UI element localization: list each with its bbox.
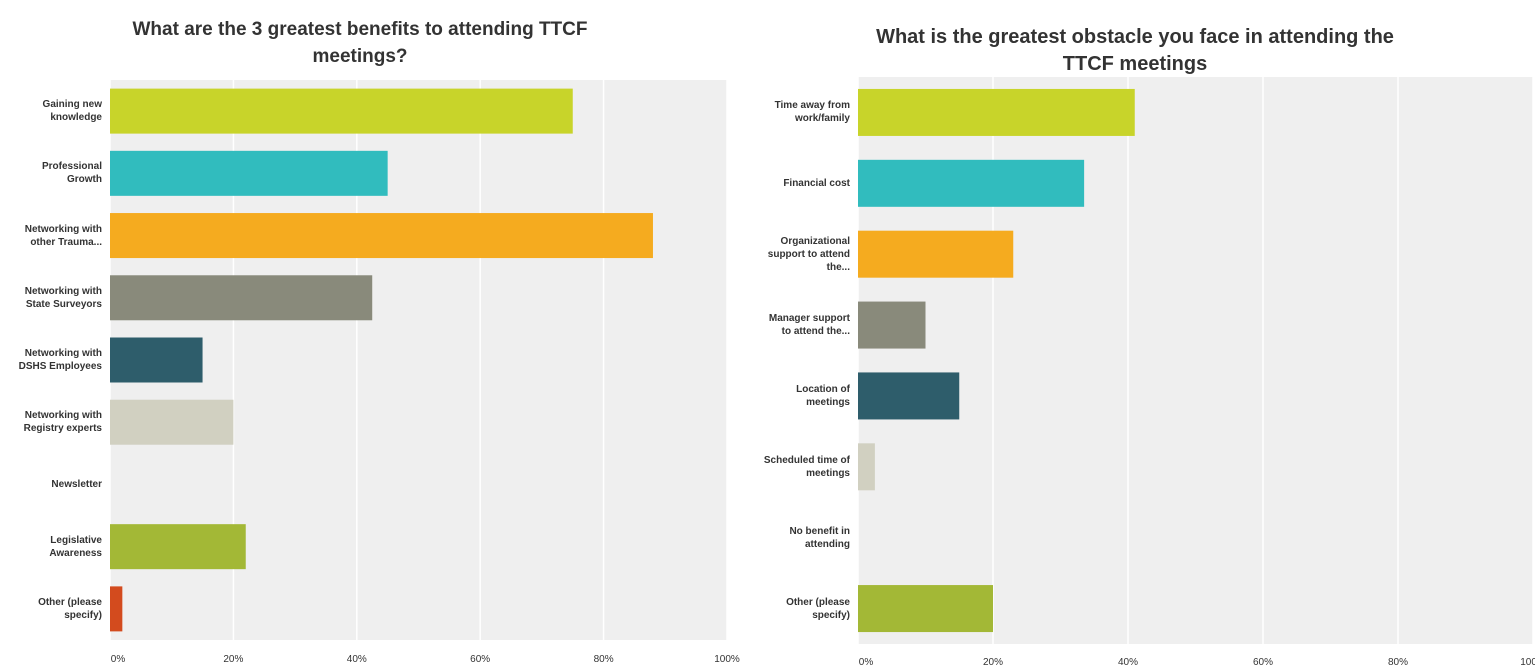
x-tick-label: 60% <box>470 654 491 665</box>
x-tick-label: 80% <box>1387 657 1408 668</box>
x-tick-label: 80% <box>593 654 614 665</box>
bar <box>110 275 373 321</box>
category-label: Other (please specify) <box>786 596 850 621</box>
chart-title: What are the 3 greatest benefits to atte… <box>132 19 588 67</box>
category-label: Location of meetings <box>796 383 850 408</box>
bar <box>110 213 653 259</box>
bar <box>858 230 1014 278</box>
category-label: Networking with State Surveyors <box>24 285 102 310</box>
category-label: Legislative Awareness <box>49 534 102 559</box>
x-tick-label: 0% <box>110 654 126 665</box>
bar <box>858 585 993 633</box>
category-label: No benefit in attending <box>789 525 850 550</box>
category-label: Financial cost <box>783 177 850 189</box>
category-label: Networking with other Trauma... <box>24 223 102 248</box>
category-label: Scheduled time of meetings <box>763 454 850 479</box>
bar <box>110 524 246 570</box>
category-label: Other (please specify) <box>38 596 102 621</box>
x-tick-label: 0% <box>858 657 874 668</box>
x-tick-label: 20% <box>982 657 1003 668</box>
category-label: Manager support to attend the... <box>768 313 850 338</box>
x-tick-label: 100% <box>714 654 740 665</box>
bar <box>110 337 203 383</box>
bar <box>110 586 123 632</box>
x-tick-label: 20% <box>223 654 244 665</box>
x-tick-label: 60% <box>1252 657 1273 668</box>
category-label: Organizational support to attend the... <box>767 235 850 273</box>
category-label: Gaining new knowledge <box>42 99 102 124</box>
bar <box>110 150 388 196</box>
category-label: Networking with DSHS Employees <box>18 347 102 372</box>
category-label: Newsletter <box>51 478 102 490</box>
bar <box>858 88 1135 136</box>
bar <box>858 443 875 491</box>
category-label: Time away from work/family <box>774 100 850 125</box>
bar <box>110 399 234 445</box>
bar <box>858 301 926 349</box>
category-label: Professional Growth <box>41 161 102 186</box>
x-tick-label: 40% <box>346 654 367 665</box>
x-tick-label: 40% <box>1117 657 1138 668</box>
chart-title: What is the greatest obstacle you face i… <box>876 26 1394 75</box>
bar <box>858 372 960 420</box>
bar <box>110 88 573 134</box>
category-label: Networking with Registry experts <box>23 410 102 435</box>
x-tick-label: 100% <box>1520 657 1535 668</box>
bar <box>858 159 1085 207</box>
